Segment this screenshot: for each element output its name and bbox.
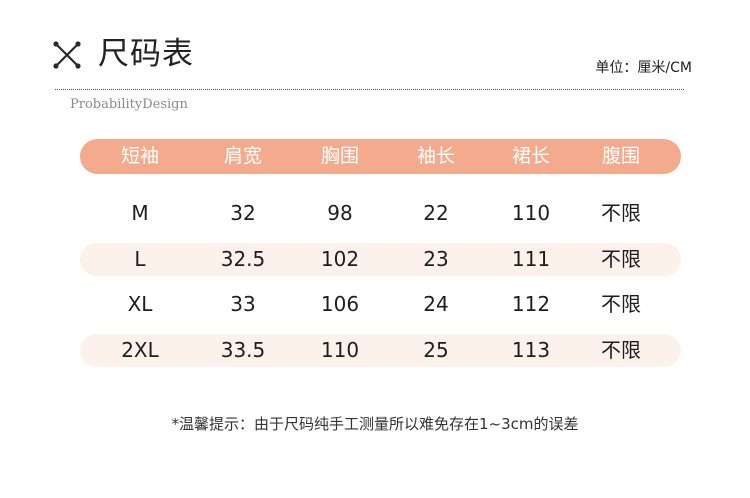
table-cell: 102 — [320, 247, 360, 271]
table-cell: 24 — [423, 292, 449, 316]
unit-label: 单位：厘米/CM — [595, 60, 692, 76]
table-cell: 33 — [230, 292, 256, 316]
column-header: 裙长 — [511, 145, 550, 167]
size-label: M — [131, 201, 149, 225]
table-cell: 23 — [423, 247, 449, 271]
page-title: 尺码表 — [98, 36, 194, 72]
column-header: 短袖 — [120, 145, 159, 167]
brand-name: ProbabilityDesign — [70, 97, 188, 112]
table-cell: 106 — [320, 292, 360, 316]
column-header: 袖长 — [416, 145, 455, 167]
row-highlight — [80, 334, 681, 367]
table-cell: 113 — [511, 338, 551, 362]
footer-note: *温馨提示：由于尺码纯手工测量所以难免存在1~3cm的误差 — [171, 415, 579, 433]
table-cell: 25 — [423, 338, 449, 362]
table-cell: 111 — [511, 247, 551, 271]
table-cell: 110 — [511, 201, 551, 225]
size-label: L — [134, 247, 146, 271]
table-cell: 32.5 — [220, 247, 266, 271]
table-cell: 110 — [320, 338, 360, 362]
size-label: XL — [127, 292, 153, 316]
table-cell: 不限 — [601, 247, 641, 271]
table-cell: 22 — [423, 201, 449, 225]
size-label: 2XL — [121, 338, 159, 362]
column-header: 胸围 — [320, 145, 359, 167]
table-cell: 32 — [230, 201, 256, 225]
table-cell: 112 — [511, 292, 551, 316]
table-header-bar — [80, 139, 681, 174]
table-cell: 不限 — [601, 201, 641, 225]
row-highlight — [80, 243, 681, 276]
crossed-tools-icon — [53, 41, 81, 69]
column-header: 肩宽 — [223, 145, 262, 167]
dotted-divider — [55, 89, 684, 90]
column-header: 腹围 — [601, 145, 640, 167]
table-cell: 33.5 — [220, 338, 266, 362]
table-cell: 98 — [327, 201, 353, 225]
table-cell: 不限 — [601, 292, 641, 316]
table-cell: 不限 — [601, 338, 641, 362]
